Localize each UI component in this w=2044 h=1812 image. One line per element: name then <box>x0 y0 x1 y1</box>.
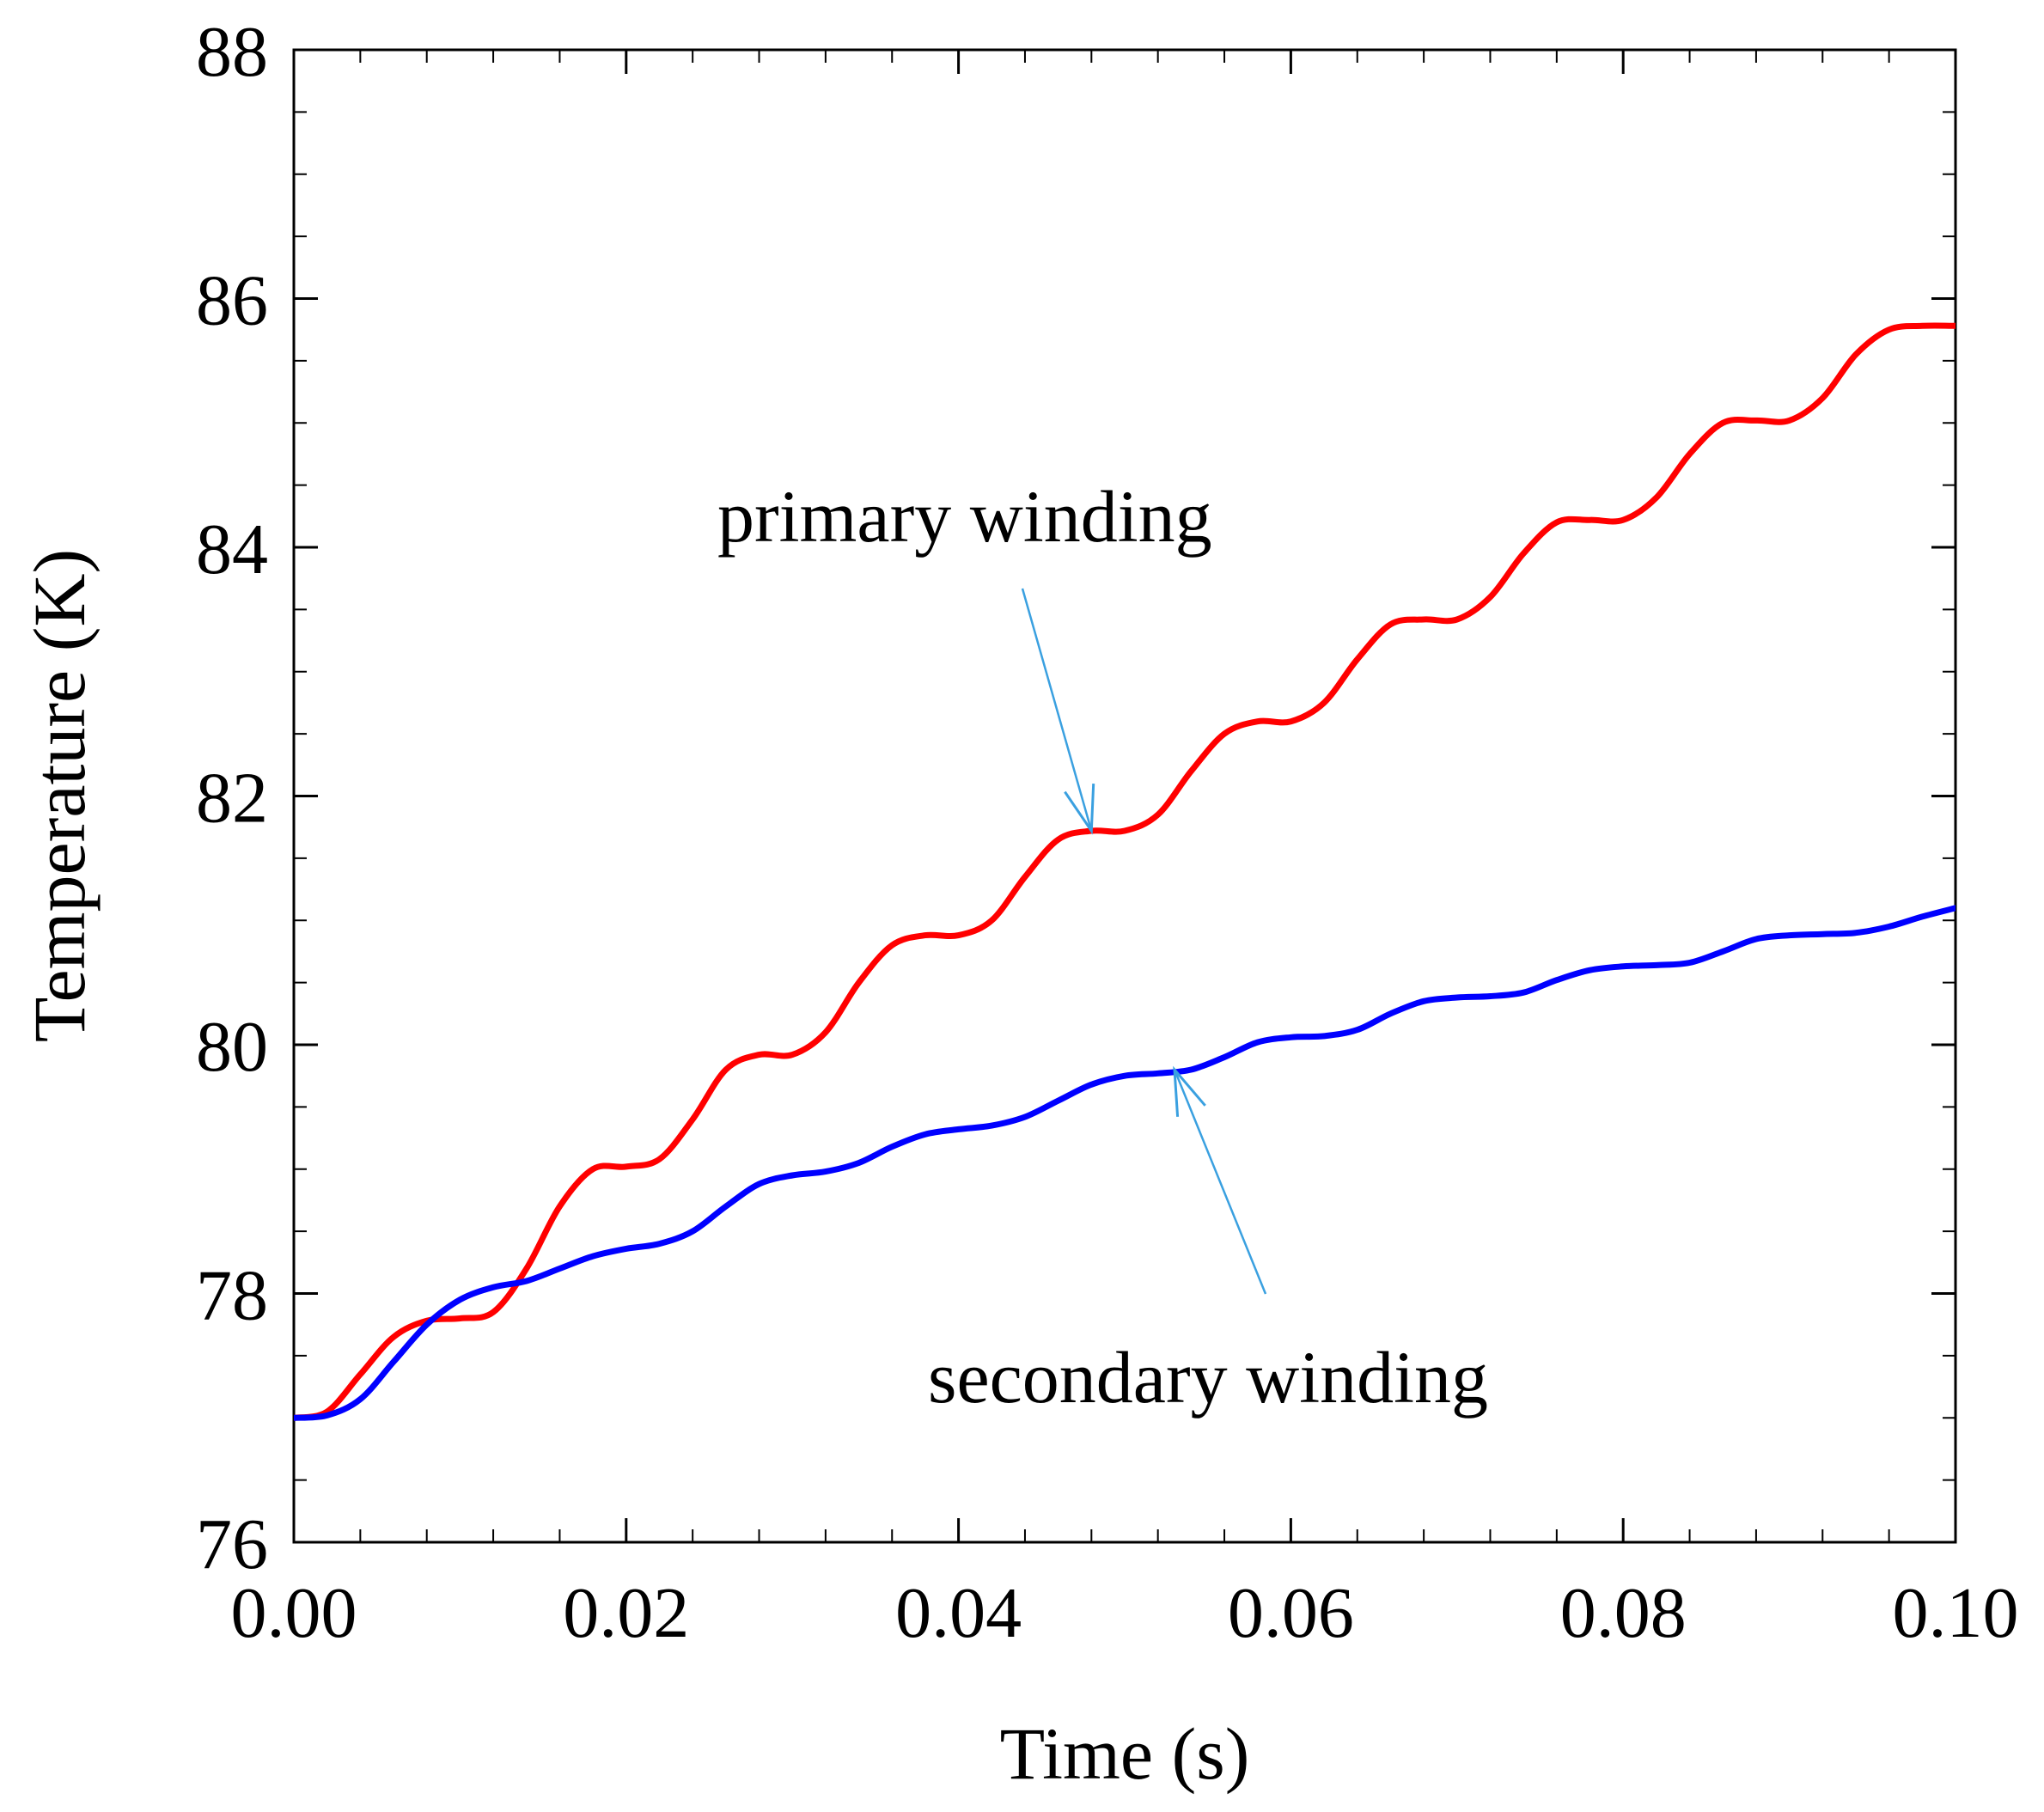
x-tick-label: 0.10 <box>1893 1573 2019 1653</box>
y-axis-ticks: 76 78 80 82 84 86 88 <box>196 12 1956 1584</box>
y-axis-title: Temperature (K) <box>18 549 101 1042</box>
y-tick-label: 82 <box>196 759 268 839</box>
x-tick-label: 0.06 <box>1228 1573 1354 1653</box>
x-tick-label: 0.04 <box>895 1573 1022 1653</box>
secondary-winding-arrow-shaft <box>1173 1069 1267 1295</box>
y-tick-label: 76 <box>196 1504 268 1584</box>
primary-winding-label: primary winding <box>717 475 1212 558</box>
secondary-winding-label: secondary winding <box>928 1336 1488 1418</box>
primary-winding-arrow-head <box>1064 784 1095 835</box>
x-axis-ticks: 0.00 0.02 0.04 0.06 0.08 0.10 <box>231 50 2019 1653</box>
y-tick-label: 88 <box>196 12 268 92</box>
secondary-winding-arrow-head <box>1173 1065 1206 1117</box>
series-group <box>294 322 1956 1421</box>
primary-winding-line <box>294 322 1956 1421</box>
x-tick-label: 0.08 <box>1560 1573 1687 1653</box>
x-axis-title: Time (s) <box>1000 1712 1250 1795</box>
y-tick-label: 86 <box>196 261 268 341</box>
secondary-winding-line <box>294 905 1956 1421</box>
primary-winding-arrow-shaft <box>1021 588 1093 832</box>
y-tick-label: 84 <box>196 509 268 589</box>
x-tick-label: 0.00 <box>231 1573 357 1653</box>
y-tick-label: 80 <box>196 1007 268 1087</box>
plot-frame <box>292 48 1957 1544</box>
y-tick-label: 78 <box>196 1256 268 1336</box>
x-tick-label: 0.02 <box>563 1573 689 1653</box>
annotation-arrows <box>1021 588 1267 1295</box>
